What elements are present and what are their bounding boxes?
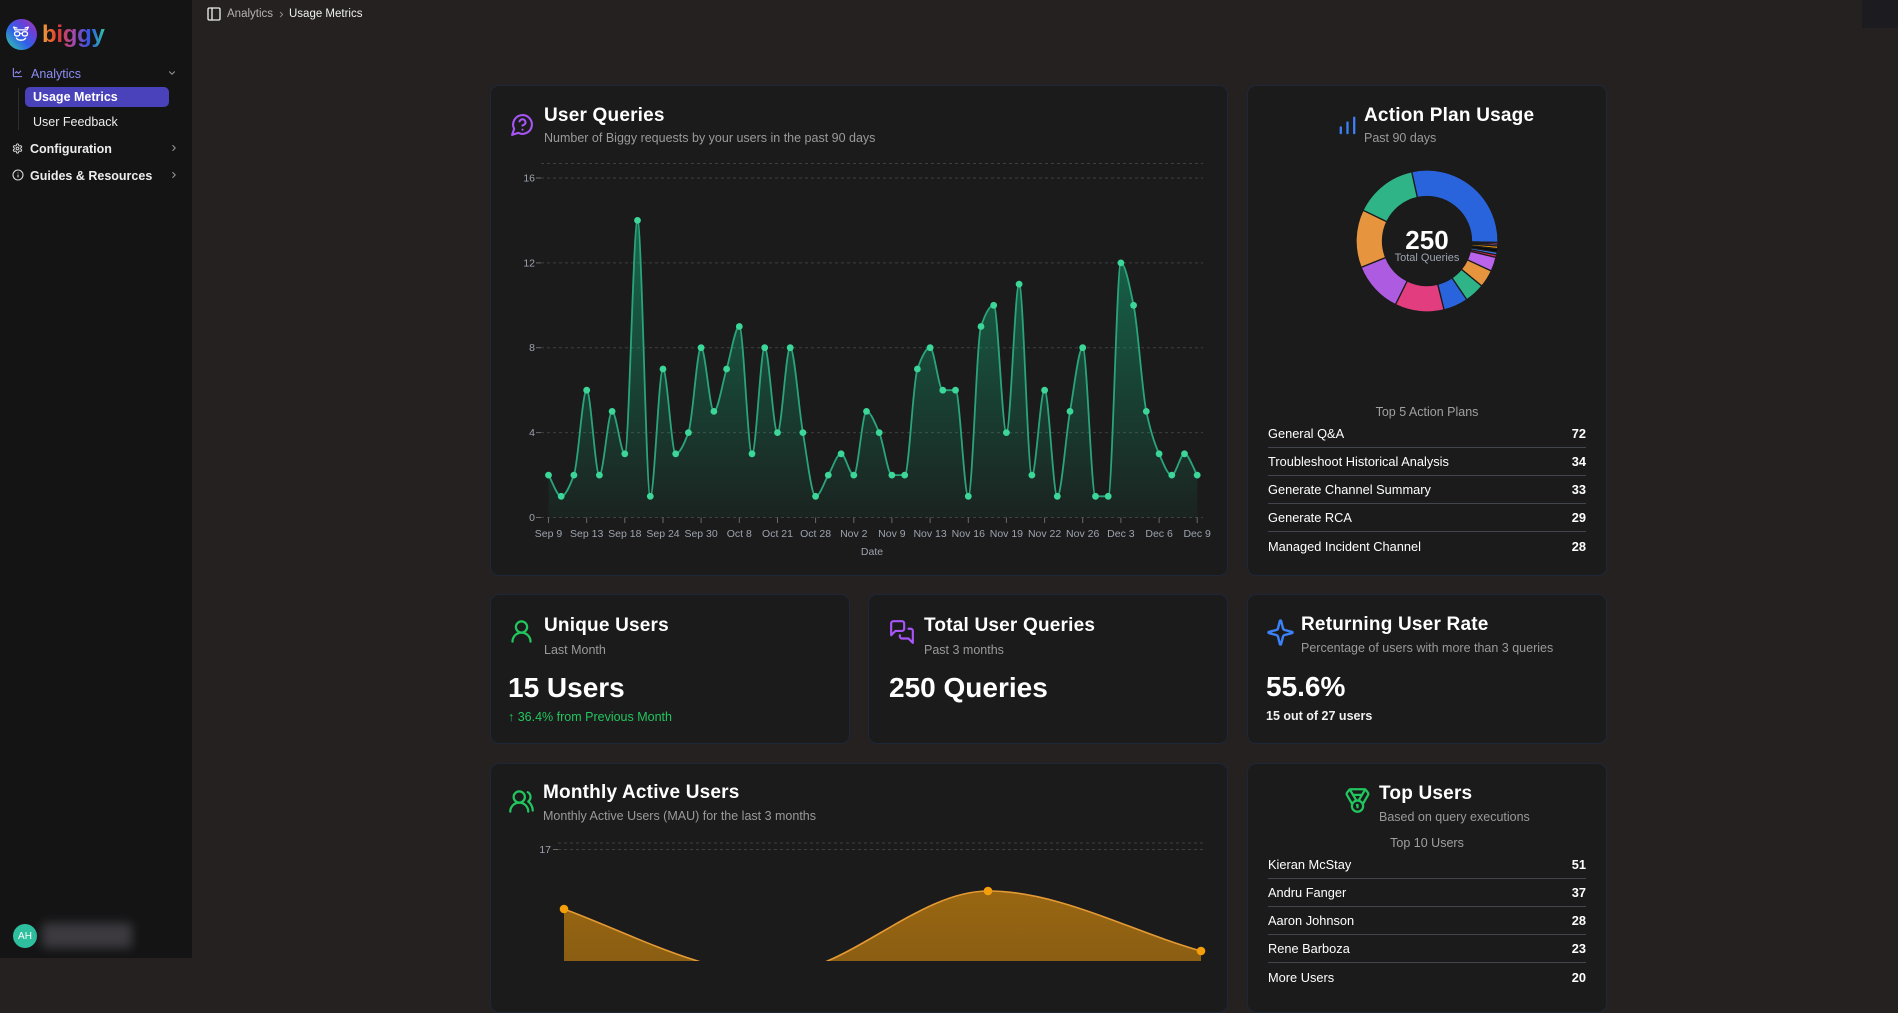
svg-text:Oct 8: Oct 8 bbox=[727, 528, 752, 540]
svg-text:4: 4 bbox=[529, 427, 535, 439]
svg-text:16: 16 bbox=[523, 173, 535, 185]
svg-text:Sep 13: Sep 13 bbox=[570, 528, 603, 540]
svg-text:Sep 18: Sep 18 bbox=[608, 528, 641, 540]
svg-text:Sep 30: Sep 30 bbox=[684, 528, 717, 540]
svg-text:17: 17 bbox=[539, 844, 551, 856]
svg-text:Sep 24: Sep 24 bbox=[646, 528, 679, 540]
svg-text:8: 8 bbox=[529, 342, 535, 354]
svg-text:Nov 16: Nov 16 bbox=[952, 528, 985, 540]
svg-text:Dec 6: Dec 6 bbox=[1145, 528, 1173, 540]
svg-text:Nov 26: Nov 26 bbox=[1066, 528, 1099, 540]
svg-text:Nov 19: Nov 19 bbox=[990, 528, 1023, 540]
svg-text:Date: Date bbox=[861, 546, 883, 558]
svg-text:Nov 22: Nov 22 bbox=[1028, 528, 1061, 540]
svg-text:0: 0 bbox=[529, 512, 535, 524]
svg-text:12: 12 bbox=[523, 257, 535, 269]
svg-text:Dec 9: Dec 9 bbox=[1183, 528, 1211, 540]
svg-text:Sep 9: Sep 9 bbox=[535, 528, 563, 540]
svg-text:Oct 28: Oct 28 bbox=[800, 528, 831, 540]
svg-text:Nov 2: Nov 2 bbox=[840, 528, 868, 540]
svg-text:Nov 13: Nov 13 bbox=[913, 528, 946, 540]
svg-text:Oct 21: Oct 21 bbox=[762, 528, 793, 540]
svg-text:Nov 9: Nov 9 bbox=[878, 528, 906, 540]
svg-text:Dec 3: Dec 3 bbox=[1107, 528, 1135, 540]
